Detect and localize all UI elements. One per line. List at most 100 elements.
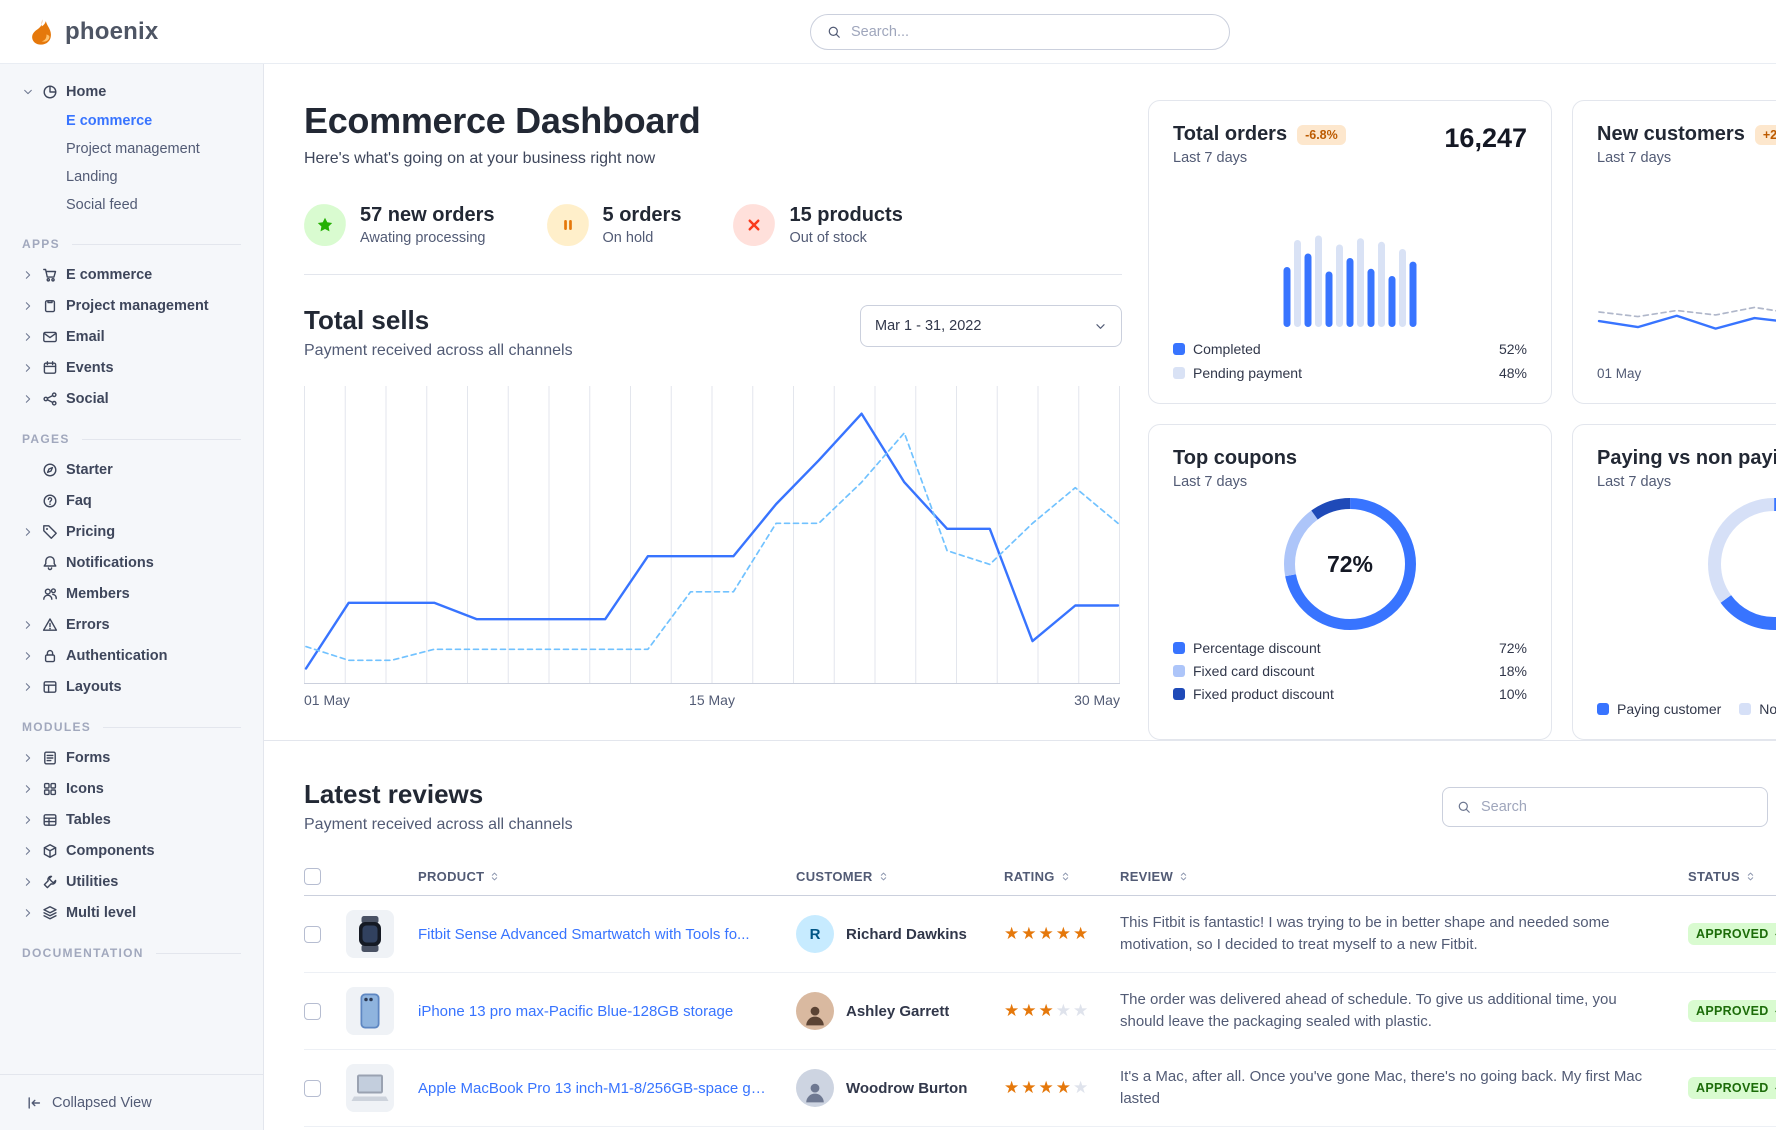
sidebar-item-forms[interactable]: Forms bbox=[14, 742, 249, 773]
stat-5-orders: 5 orders On hold bbox=[544, 201, 681, 249]
section-label-text: DOCUMENTATION bbox=[22, 946, 144, 960]
column-header-label: REVIEW bbox=[1120, 869, 1174, 884]
sidebar-item-multi-level[interactable]: Multi level bbox=[14, 897, 249, 928]
collapsed-view-toggle[interactable]: Collapsed View bbox=[0, 1074, 263, 1130]
total-sells-x-axis: 01 May 15 May 30 May bbox=[304, 692, 1120, 736]
sidebar-item-authentication[interactable]: Authentication bbox=[14, 640, 249, 671]
sidebar-item-e-commerce[interactable]: E commerce bbox=[14, 259, 249, 290]
sidebar-item-faq[interactable]: Faq bbox=[14, 485, 249, 516]
sidebar-item-label: Home bbox=[66, 83, 107, 100]
x-icon bbox=[745, 216, 763, 234]
dashboard-top-section: Ecommerce Dashboard Here's what's going … bbox=[264, 64, 1776, 740]
sidebar-item-tables[interactable]: Tables bbox=[14, 804, 249, 835]
sort-icon bbox=[1178, 871, 1189, 882]
rating-stars: ★★★★★ bbox=[1004, 910, 1120, 958]
caret-spacer bbox=[22, 495, 34, 507]
sidebar-item-icons[interactable]: Icons bbox=[14, 773, 249, 804]
users-icon bbox=[42, 586, 58, 602]
star-icon: ★ bbox=[1038, 1078, 1056, 1097]
product-link[interactable]: Apple MacBook Pro 13 inch-M1-8/256GB-spa… bbox=[418, 1079, 770, 1097]
legend-item-non-paying-customer: Non-paying customer bbox=[1739, 701, 1776, 717]
star-icon: ★ bbox=[1004, 1001, 1022, 1020]
global-search-input[interactable] bbox=[851, 23, 1213, 40]
sidebar-item-project-management[interactable]: Project management bbox=[14, 290, 249, 321]
sidebar-item-email[interactable]: Email bbox=[14, 321, 249, 352]
column-header-product[interactable]: PRODUCT bbox=[418, 859, 796, 894]
sidebar-item-pricing[interactable]: Pricing bbox=[14, 516, 249, 547]
sidebar-item-events[interactable]: Events bbox=[14, 352, 249, 383]
caret-right-icon bbox=[22, 814, 34, 826]
total-sells-chart bbox=[304, 386, 1120, 684]
product-link[interactable]: Fitbit Sense Advanced Smartwatch with To… bbox=[418, 925, 750, 943]
caret-right-icon bbox=[22, 300, 34, 312]
caret-right-icon bbox=[22, 331, 34, 343]
watch-thumb-icon bbox=[350, 914, 390, 954]
paying-legend: Paying customer Non-paying customer bbox=[1597, 701, 1776, 717]
sidebar-item-e-commerce[interactable]: E commerce bbox=[66, 113, 153, 129]
column-header-status[interactable]: STATUS bbox=[1688, 859, 1776, 894]
column-header-rating[interactable]: RATING bbox=[1004, 859, 1120, 894]
legend-swatch bbox=[1597, 703, 1609, 715]
column-header-customer[interactable]: CUSTOMER bbox=[796, 859, 1004, 894]
customer-avatar: R bbox=[796, 915, 834, 953]
product-link[interactable]: iPhone 13 pro max-Pacific Blue-128GB sto… bbox=[418, 1002, 734, 1020]
legend-swatch bbox=[1173, 665, 1185, 677]
stat-text: 15 products Out of stock bbox=[789, 204, 902, 246]
paying-vs-nonpaying-card: Paying vs non paying Last 7 days Paying … bbox=[1572, 424, 1776, 740]
legend-value: 48% bbox=[1498, 365, 1527, 381]
product-image-cell bbox=[346, 973, 418, 1049]
sidebar-item-label: Components bbox=[66, 842, 155, 859]
column-header-image bbox=[346, 867, 418, 887]
brand-logo[interactable]: phoenix bbox=[0, 17, 264, 47]
sidebar-item-utilities[interactable]: Utilities bbox=[14, 866, 249, 897]
column-header-label: CUSTOMER bbox=[796, 869, 873, 884]
sidebar-item-project-management[interactable]: Project management bbox=[66, 141, 200, 157]
new-customers-badge: +26.5% bbox=[1754, 124, 1776, 145]
brand-name: phoenix bbox=[65, 17, 159, 45]
legend-value: 72% bbox=[1498, 640, 1527, 656]
clipboard-icon bbox=[42, 298, 58, 314]
reviews-search-input[interactable] bbox=[1481, 798, 1753, 815]
legend-label: Completed bbox=[1193, 341, 1261, 357]
caret-right-icon bbox=[22, 907, 34, 919]
product-image bbox=[346, 1064, 394, 1112]
star-icon: ★ bbox=[1073, 1001, 1091, 1020]
sort-icon bbox=[1745, 871, 1756, 882]
table-icon bbox=[42, 812, 58, 828]
new-customers-axis-label: 01 May bbox=[1597, 366, 1642, 381]
sidebar-item-social[interactable]: Social bbox=[14, 383, 249, 414]
legend-swatch bbox=[1173, 343, 1185, 355]
sidebar-item-social-feed[interactable]: Social feed bbox=[66, 197, 138, 213]
star-icon: ★ bbox=[1021, 1078, 1039, 1097]
checkbox-cell bbox=[304, 993, 346, 1030]
sidebar-item-label: Notifications bbox=[66, 554, 154, 571]
sidebar-item-layouts[interactable]: Layouts bbox=[14, 671, 249, 702]
sidebar-item-starter[interactable]: Starter bbox=[14, 454, 249, 485]
total-orders-legend: Completed 52% Pending payment 48% bbox=[1173, 341, 1527, 381]
star-icon: ★ bbox=[1038, 1001, 1056, 1020]
pie-chart-icon bbox=[42, 84, 58, 100]
sidebar-item-members[interactable]: Members bbox=[14, 578, 249, 609]
sidebar-item-errors[interactable]: Errors bbox=[14, 609, 249, 640]
section-label-rule bbox=[103, 726, 241, 728]
row-select-checkbox[interactable] bbox=[304, 1079, 321, 1097]
customer-name: Ashley Garrett bbox=[846, 1002, 950, 1020]
row-select-checkbox[interactable] bbox=[304, 925, 321, 943]
sidebar-item-landing[interactable]: Landing bbox=[66, 169, 118, 185]
legend-label: Paying customer bbox=[1617, 701, 1722, 717]
row-select-checkbox[interactable] bbox=[304, 1002, 321, 1020]
select-all-checkbox[interactable] bbox=[304, 868, 321, 885]
column-header-review[interactable]: REVIEW bbox=[1120, 859, 1688, 894]
latest-reviews-section: Latest reviews Payment received across a… bbox=[264, 740, 1776, 1127]
x-blob bbox=[731, 201, 778, 249]
total-sells-header: Total sells Payment received across all … bbox=[304, 305, 1122, 360]
sidebar-item-label: Authentication bbox=[66, 647, 168, 664]
person-icon bbox=[802, 1079, 828, 1105]
reviews-search[interactable] bbox=[1442, 786, 1768, 827]
global-search[interactable] bbox=[810, 13, 1230, 50]
sidebar-item-notifications[interactable]: Notifications bbox=[14, 547, 249, 578]
sidebar-item-components[interactable]: Components bbox=[14, 835, 249, 866]
column-header-label: PRODUCT bbox=[418, 869, 485, 884]
date-range-select[interactable]: Mar 1 - 31, 2022 bbox=[860, 305, 1122, 347]
sidebar-item-home[interactable]: Home bbox=[14, 76, 249, 107]
